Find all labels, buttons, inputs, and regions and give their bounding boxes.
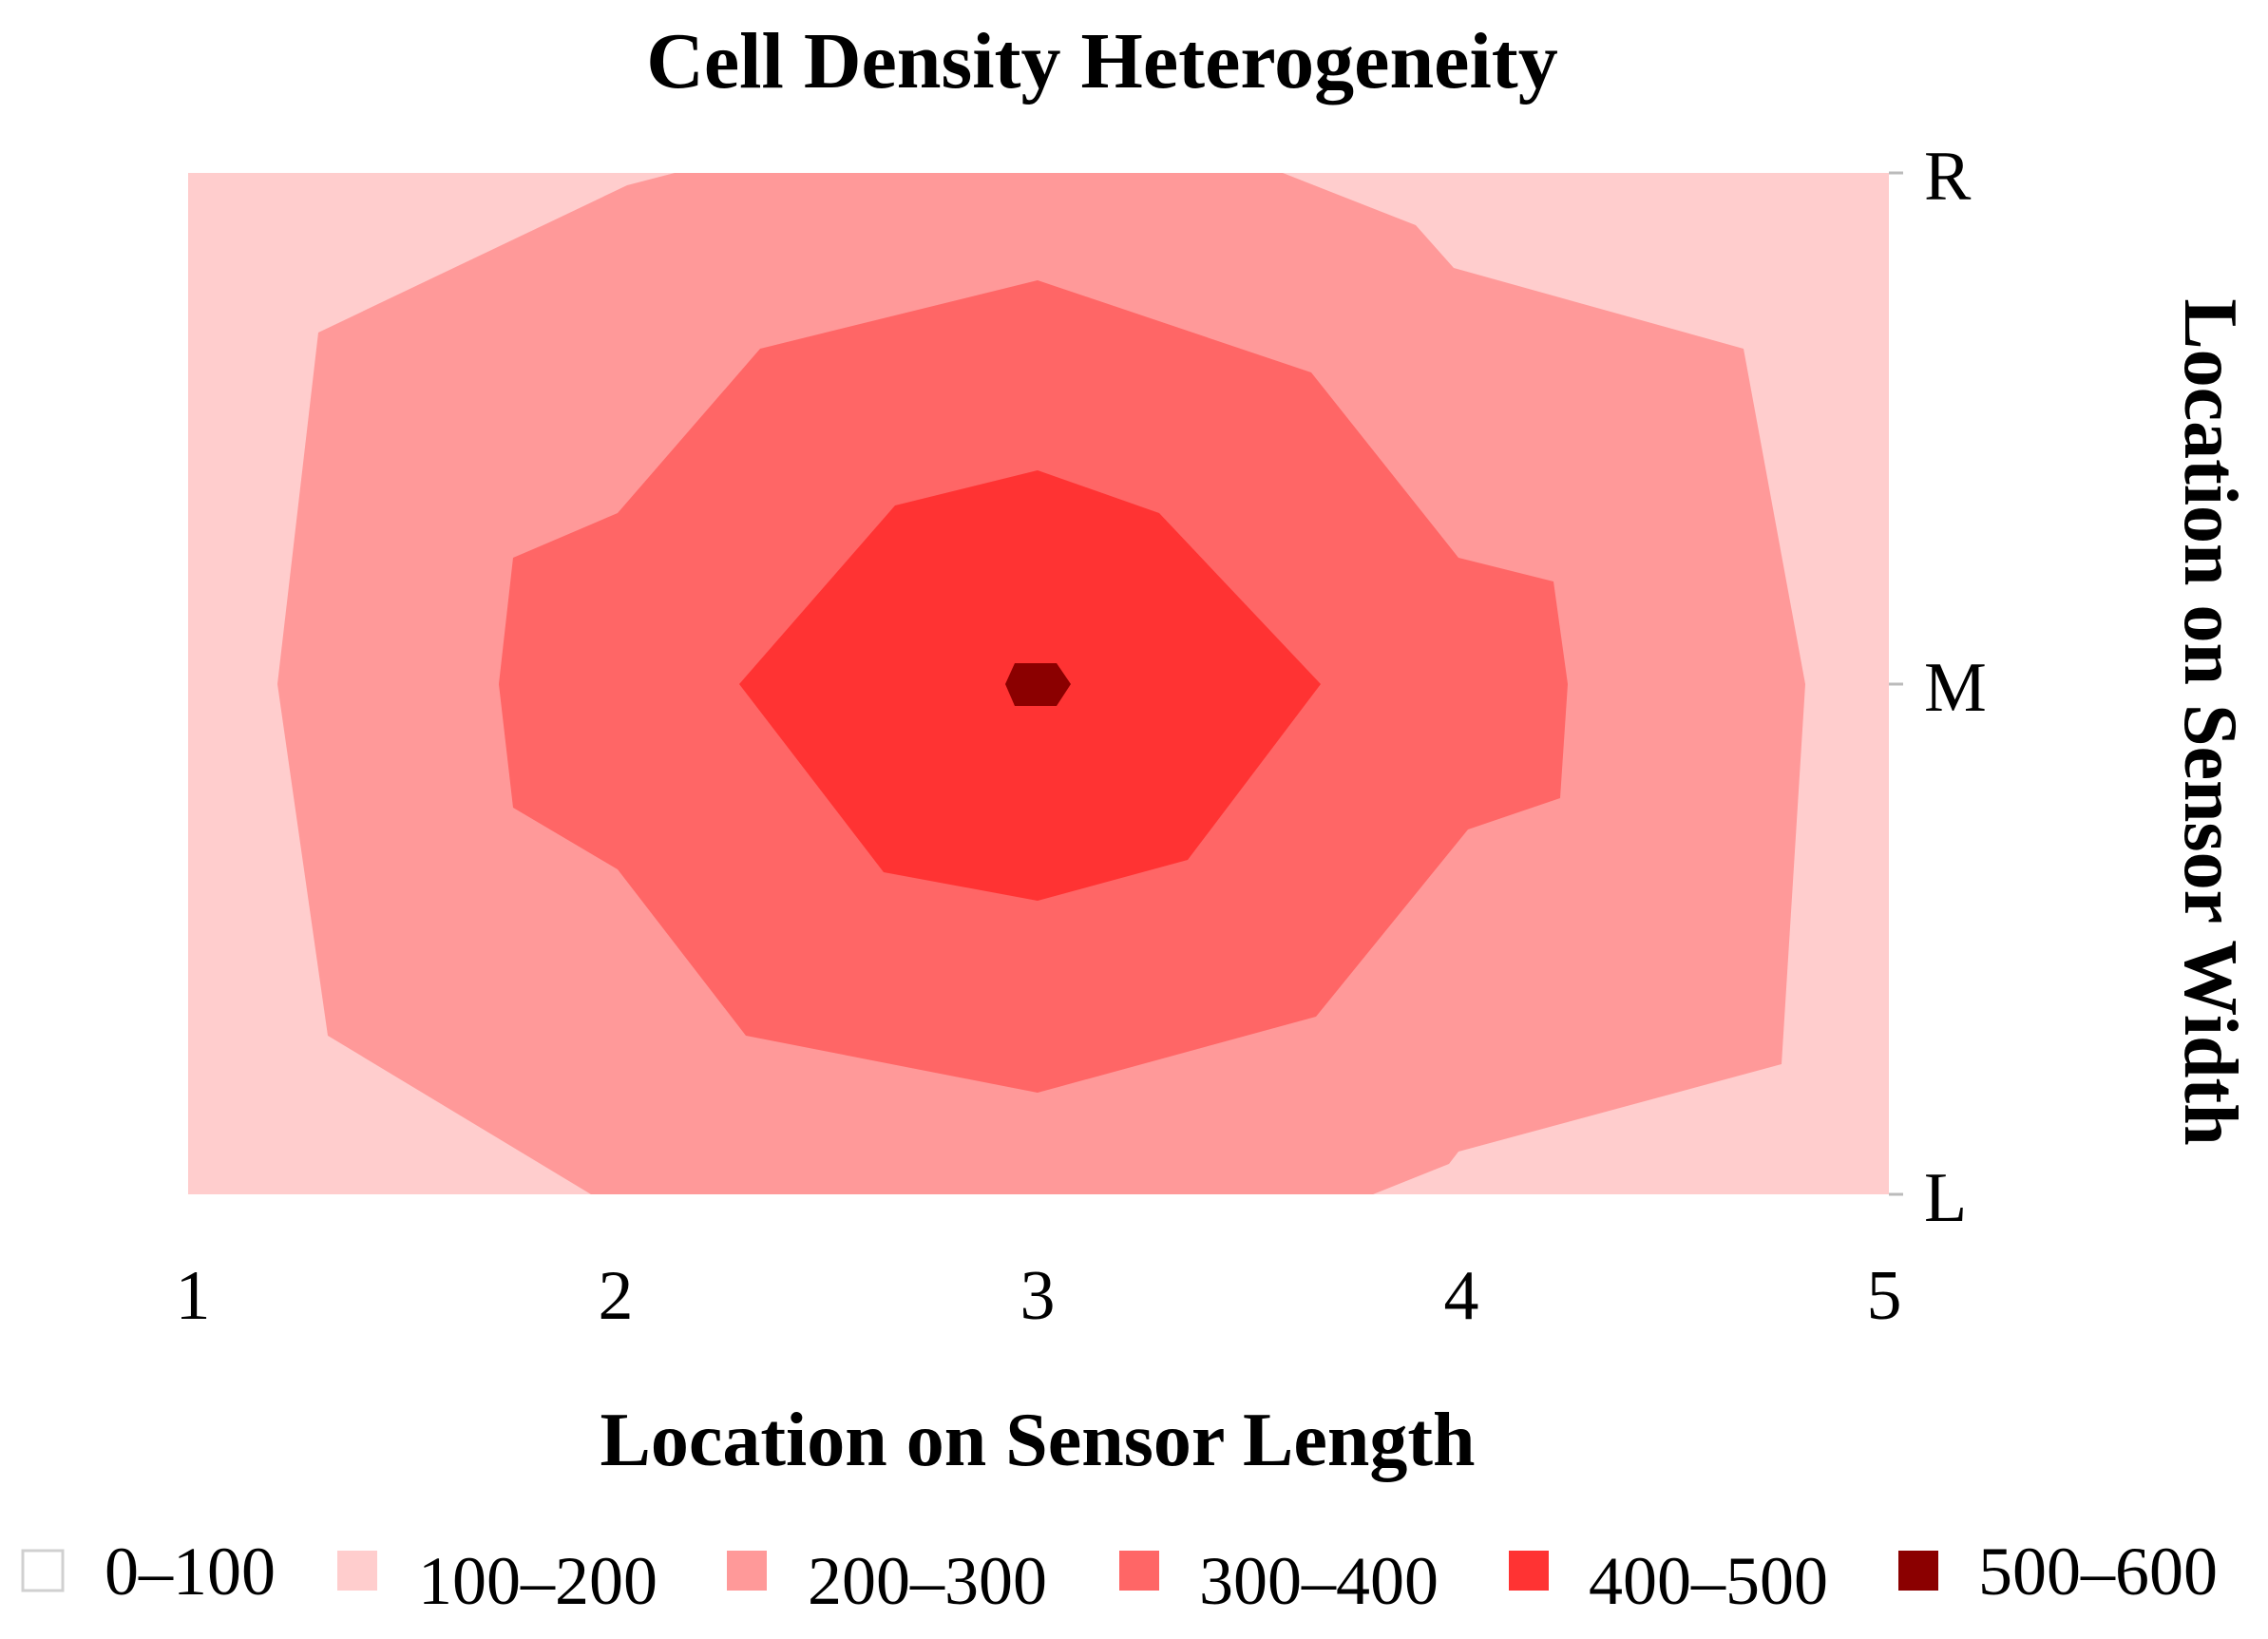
contour-peak-500-600 [1005,663,1071,706]
y-axis-title: Location on Sensor Width [2168,298,2252,1145]
y-tick-l: L [1924,1159,1967,1237]
y-axis-ticks: R M L [1924,138,1987,1237]
y-tick-r: R [1924,138,1972,216]
x-tick-1: 1 [176,1257,211,1335]
legend-item-100-200: 100–200 [337,1543,658,1619]
legend-label-500-600: 500–600 [1978,1534,2218,1610]
y-tick-m: M [1924,649,1987,727]
legend-swatch-100-200 [337,1551,377,1591]
legend-label-400-500: 400–500 [1589,1543,1828,1619]
legend: 0–100 100–200 200–300 300–400 400–500 50… [21,1534,2218,1619]
plot-area [188,171,1903,1196]
legend-item-300-400: 300–400 [1119,1543,1439,1619]
legend-label-200-300: 200–300 [808,1543,1047,1619]
chart-title: Cell Density Heterogeneity [646,17,1558,105]
x-tick-4: 4 [1444,1257,1479,1335]
legend-swatch-400-500 [1509,1551,1549,1591]
x-tick-2: 2 [599,1257,634,1335]
legend-swatch-300-400 [1119,1551,1159,1591]
legend-item-200-300: 200–300 [727,1543,1047,1619]
legend-label-300-400: 300–400 [1199,1543,1439,1619]
legend-item-500-600: 500–600 [1898,1534,2218,1610]
legend-swatch-200-300 [727,1551,767,1591]
legend-label-100-200: 100–200 [418,1543,658,1619]
legend-item-0-100: 0–100 [21,1534,276,1610]
legend-swatch-500-600 [1898,1551,1938,1591]
legend-label-0-100: 0–100 [105,1534,276,1610]
x-tick-3: 3 [1020,1257,1056,1335]
x-axis-title: Location on Sensor Length [600,1399,1476,1482]
x-tick-5: 5 [1867,1257,1902,1335]
x-axis-ticks: 1 2 3 4 5 [176,1257,1902,1335]
legend-swatch-0-100 [21,1549,65,1592]
legend-item-400-500: 400–500 [1509,1543,1828,1619]
